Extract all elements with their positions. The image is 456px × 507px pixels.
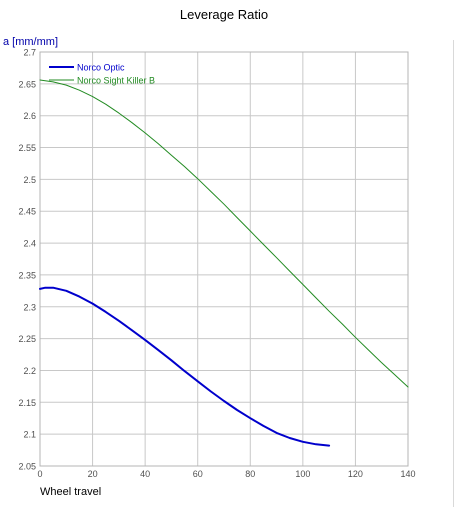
series-lines [39, 79, 409, 447]
y-tick-label: 2.25 [18, 334, 36, 344]
series-line-0 [39, 286, 331, 447]
x-tick-label: 20 [88, 469, 98, 479]
plot-frame [39, 51, 409, 467]
x-tick-label: 100 [295, 469, 310, 479]
x-axis-label: Wheel travel [40, 486, 101, 498]
y-tick-label: 2.7 [23, 48, 36, 58]
x-tick-label: 0 [37, 469, 42, 479]
legend: Norco Optic Norco Sight Killer B [49, 63, 155, 86]
legend-label-1: Norco Sight Killer B [77, 76, 155, 86]
y-tick-label: 2.65 [18, 79, 36, 89]
y-tick-label: 2.2 [23, 366, 36, 376]
x-tick-label: 140 [400, 469, 415, 479]
y-tick-label: 2.1 [23, 430, 36, 440]
x-tick-labels: 0 20 40 60 80 100 120 140 [37, 469, 415, 479]
y-axis-label: a [mm/mm] [3, 36, 58, 48]
y-tick-label: 2.35 [18, 270, 36, 280]
y-tick-label: 2.55 [18, 143, 36, 153]
y-tick-label: 2.3 [23, 302, 36, 312]
y-tick-label: 2.05 [18, 462, 36, 472]
y-tick-label: 2.5 [23, 175, 36, 185]
grid [39, 51, 409, 467]
x-tick-label: 80 [245, 469, 255, 479]
x-tick-label: 120 [348, 469, 363, 479]
y-tick-labels: 2.05 2.1 2.15 2.2 2.25 2.3 2.35 2.4 2.45 2.5 2.55 2… [18, 48, 36, 472]
x-tick-label: 40 [140, 469, 150, 479]
legend-label-0: Norco Optic [77, 63, 125, 73]
x-tick-label: 60 [193, 469, 203, 479]
series-line-1 [39, 79, 409, 388]
y-tick-label: 2.6 [23, 111, 36, 121]
y-tick-label: 2.4 [23, 239, 36, 249]
panel-divider [453, 40, 454, 507]
y-tick-label: 2.45 [18, 207, 36, 217]
chart-title: Leverage Ratio [180, 7, 268, 22]
y-tick-label: 2.15 [18, 398, 36, 408]
